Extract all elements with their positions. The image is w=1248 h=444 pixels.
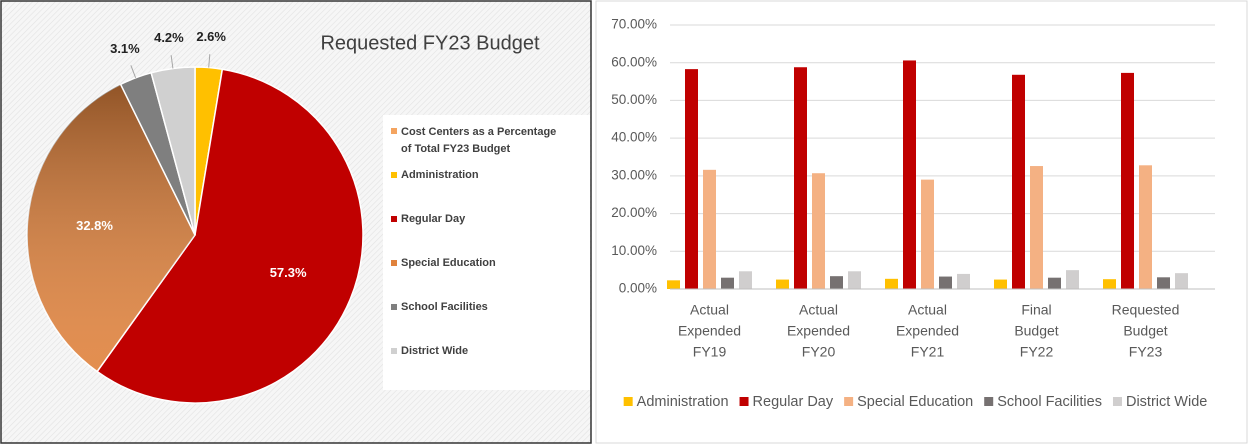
- pie: 2.6% 57.3% 32.8% 3.1% 4.2% Cost Centers as a …: [26, 29, 556, 404]
- x-tick-label: FY22: [1020, 344, 1054, 360]
- bar: [1121, 72, 1134, 289]
- x-tick-label: Budget: [1123, 323, 1167, 339]
- x-tick-label: Actual: [799, 302, 838, 318]
- bar: [921, 179, 934, 289]
- pie-slice: [96, 68, 364, 404]
- pie-title: Requested FY23 Budget: [320, 32, 539, 54]
- slice-shade: [26, 84, 195, 372]
- legend-label: Regular Day: [753, 394, 834, 410]
- legend-label: Regular Day: [401, 213, 466, 225]
- x-tick-label: Expended: [787, 323, 850, 339]
- x-tick-label: Requested: [1112, 302, 1180, 318]
- pie-legend-box: [383, 115, 590, 390]
- bar: [794, 67, 807, 290]
- y-tick-label: 0.00%: [619, 281, 657, 296]
- bar: [994, 279, 1007, 289]
- bar: [739, 271, 752, 289]
- legend-swatch: [391, 304, 397, 310]
- x-tick-label: Final: [1021, 302, 1051, 318]
- bar: [776, 279, 789, 289]
- bar: [721, 277, 734, 289]
- leader-line: [170, 55, 174, 69]
- legend-swatch: [391, 260, 397, 266]
- bar: [667, 280, 680, 289]
- legend-label: Administration: [637, 394, 729, 410]
- legend-swatch: [391, 348, 397, 354]
- bar: [885, 278, 898, 289]
- legend-label: Special Education: [401, 257, 496, 269]
- bar: [812, 173, 825, 289]
- legend-swatch: [391, 216, 397, 222]
- x-tick-label: Expended: [896, 323, 959, 339]
- x-tick-label: Actual: [690, 302, 729, 318]
- bar: [1012, 74, 1025, 289]
- legend-swatch: [391, 172, 397, 178]
- legend-swatch: [623, 397, 633, 406]
- bar: [685, 69, 698, 289]
- legend-swatch: [844, 397, 854, 406]
- y-tick-label: 10.00%: [611, 243, 657, 258]
- x-tick-label: FY20: [802, 344, 836, 360]
- pie-slice: [150, 66, 196, 236]
- legend-label: School Facilities: [401, 301, 488, 313]
- leader-line: [130, 65, 137, 79]
- bar: [903, 60, 916, 289]
- data-label: 32.8%: [76, 218, 113, 233]
- bar-chart: 0.00% 10.00% 20.00% 30.00% 40.00% 50.00% 60.00…: [611, 17, 1215, 410]
- legend-label: District Wide: [1126, 394, 1207, 410]
- bar: [848, 271, 861, 289]
- y-tick-label: 70.00%: [611, 17, 657, 32]
- bar: [1030, 166, 1043, 289]
- y-tick-label: 40.00%: [611, 130, 657, 145]
- x-tick-label: Budget: [1014, 323, 1058, 339]
- bar: [939, 276, 952, 289]
- data-label: 2.6%: [196, 29, 226, 44]
- legend-label: Administration: [401, 169, 479, 181]
- legend-swatch: [391, 128, 397, 134]
- bar: [830, 276, 843, 289]
- legend-label: School Facilities: [997, 394, 1102, 410]
- bar: [1157, 277, 1170, 289]
- x-tick-label: Expended: [678, 323, 741, 339]
- data-label: 4.2%: [154, 30, 184, 45]
- bar: [1139, 165, 1152, 289]
- legend-swatch: [984, 397, 994, 406]
- legend-title: Cost Centers as a Percentage of Total FY2…: [401, 126, 556, 155]
- bar: [1066, 270, 1079, 289]
- data-label: 3.1%: [110, 41, 140, 56]
- y-tick-label: 60.00%: [611, 54, 657, 69]
- leader-line: [208, 54, 211, 68]
- bar: [1103, 279, 1116, 289]
- legend-label: District Wide: [401, 345, 468, 357]
- data-label: 57.3%: [270, 265, 307, 280]
- bar: [1048, 277, 1061, 289]
- x-tick-label: Actual: [908, 302, 947, 318]
- legend-label: Special Education: [857, 394, 973, 410]
- x-tick-label: FY19: [693, 344, 727, 360]
- bar: [1175, 273, 1188, 289]
- y-tick-label: 50.00%: [611, 92, 657, 107]
- y-tick-label: 20.00%: [611, 205, 657, 220]
- x-tick-label: FY21: [911, 344, 945, 360]
- y-tick-label: 30.00%: [611, 167, 657, 182]
- bar: [957, 273, 970, 289]
- bar: [703, 169, 716, 289]
- x-tick-label: FY23: [1129, 344, 1163, 360]
- legend-swatch: [1112, 397, 1122, 406]
- legend-swatch: [739, 397, 749, 406]
